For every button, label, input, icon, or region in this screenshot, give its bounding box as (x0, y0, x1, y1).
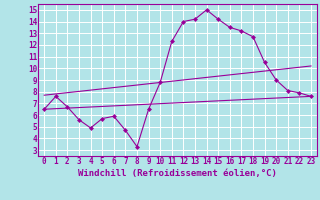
X-axis label: Windchill (Refroidissement éolien,°C): Windchill (Refroidissement éolien,°C) (78, 169, 277, 178)
